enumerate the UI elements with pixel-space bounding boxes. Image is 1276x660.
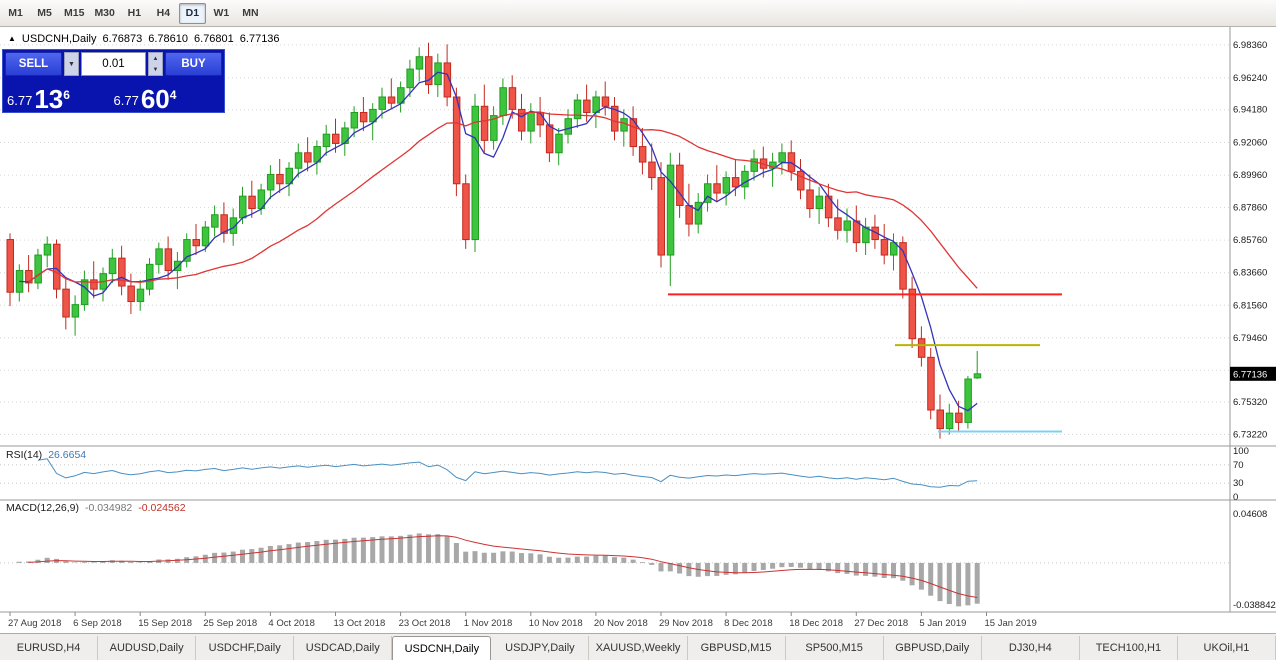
tab-ukoil-h1[interactable]: UKOil,H1	[1178, 636, 1276, 660]
svg-text:6.85760: 6.85760	[1233, 235, 1267, 246]
svg-text:-0.038842: -0.038842	[1233, 600, 1276, 611]
svg-text:6.94180: 6.94180	[1233, 105, 1267, 116]
one-click-trade-panel: SELL ▼ 0.01 ▲ ▼ BUY 6.77 13 6 6.77 60 4	[2, 49, 225, 113]
svg-text:27 Dec 2018: 27 Dec 2018	[854, 618, 908, 629]
macd-label: MACD(12,26,9)	[6, 502, 79, 514]
rsi-label: RSI(14)	[6, 449, 43, 461]
timeframe-button-h1[interactable]: H1	[127, 7, 142, 19]
svg-text:6.92060: 6.92060	[1233, 138, 1267, 149]
svg-text:13 Oct 2018: 13 Oct 2018	[334, 618, 386, 629]
buy-price[interactable]: 6.77 60 4	[113, 83, 221, 114]
tab-usdchf-daily[interactable]: USDCHF,Daily	[196, 636, 295, 660]
svg-text:18 Dec 2018: 18 Dec 2018	[789, 618, 843, 629]
buy-price-base: 6.77	[113, 93, 139, 108]
ohlc-high: 6.78610	[148, 33, 189, 45]
tab-tech100-h1[interactable]: TECH100,H1	[1080, 636, 1178, 660]
svg-text:10 Nov 2018: 10 Nov 2018	[529, 618, 583, 629]
chevron-down-icon: ▼	[68, 60, 75, 68]
sell-price-pip: 6	[63, 87, 70, 102]
tab-usdcad-daily[interactable]: USDCAD,Daily	[294, 636, 393, 660]
lot-dropdown-button[interactable]: ▼	[64, 52, 79, 76]
spin-up-icon[interactable]: ▲	[152, 55, 159, 62]
svg-text:27 Aug 2018: 27 Aug 2018	[8, 618, 61, 629]
timeframe-button-m30[interactable]: M30	[94, 7, 115, 19]
lot-stepper[interactable]: ▲ ▼	[148, 52, 163, 76]
macd-value-main: -0.034982	[84, 502, 133, 514]
rsi-header: RSI(14) 26.6654	[6, 449, 86, 461]
lot-size-input[interactable]: 0.01	[81, 52, 146, 76]
buy-price-pip: 4	[169, 87, 177, 102]
svg-text:15 Jan 2019: 15 Jan 2019	[985, 618, 1037, 629]
svg-text:6.77136: 6.77136	[1233, 369, 1267, 380]
chart-canvas[interactable]: 6.98360 6.96240 6.94180 6.92060 6.89960 6.878…	[0, 27, 1276, 633]
tab-xauusd-weekly[interactable]: XAUUSD,Weekly	[589, 636, 688, 660]
timeframe-button-mn[interactable]: MN	[242, 7, 259, 19]
tab-sp500-m15[interactable]: SP500,M15	[786, 636, 884, 660]
rsi-value: 26.6654	[48, 449, 87, 461]
sell-price[interactable]: 6.77 13 6	[7, 83, 114, 114]
timeframe-button-m1[interactable]: M1	[8, 7, 23, 19]
svg-text:20 Nov 2018: 20 Nov 2018	[594, 618, 648, 629]
buy-button[interactable]: BUY	[165, 52, 222, 76]
svg-text:1 Nov 2018: 1 Nov 2018	[464, 618, 513, 629]
svg-text:5 Jan 2019: 5 Jan 2019	[919, 618, 966, 629]
svg-text:29 Nov 2018: 29 Nov 2018	[659, 618, 713, 629]
sell-button[interactable]: SELL	[5, 52, 62, 76]
macd-value-signal: -0.024562	[138, 502, 186, 514]
tab-dj30-h4[interactable]: DJ30,H4	[982, 636, 1080, 660]
svg-text:70: 70	[1233, 460, 1244, 471]
timeframe-button-m5[interactable]: M5	[37, 7, 52, 19]
timeframe-button-w1[interactable]: W1	[213, 7, 230, 19]
sell-price-base: 6.77	[7, 93, 33, 108]
chart-tabbar: EURUSD,H4 AUDUSD,Daily USDCHF,Daily USDC…	[0, 633, 1276, 660]
timeframe-toolbar: M1 M5 M15 M30 H1 H4 D1 W1 MN	[0, 0, 1276, 27]
macd-header: MACD(12,26,9) -0.034982 -0.024562	[6, 502, 186, 514]
spin-down-icon[interactable]: ▼	[152, 66, 159, 73]
svg-text:25 Sep 2018: 25 Sep 2018	[203, 618, 257, 629]
svg-text:6.83660: 6.83660	[1233, 268, 1267, 279]
svg-text:6.75320: 6.75320	[1233, 397, 1267, 408]
svg-text:4 Oct 2018: 4 Oct 2018	[268, 618, 314, 629]
ohlc-close: 6.77136	[239, 33, 280, 45]
tab-usdjpy-daily[interactable]: USDJPY,Daily	[491, 636, 590, 660]
chart-ohlc-header: ▲ USDCNH,Daily 6.76873 6.78610 6.76801 6…	[8, 33, 280, 45]
chart-symbol-title: USDCNH,Daily	[21, 33, 97, 45]
svg-text:6.89960: 6.89960	[1233, 170, 1267, 181]
ohlc-open: 6.76873	[102, 33, 143, 45]
symbol-marker-icon: ▲	[8, 34, 16, 43]
tab-usdcnh-daily[interactable]: USDCNH,Daily	[392, 636, 492, 660]
timeframe-button-d1[interactable]: D1	[178, 2, 206, 24]
timeframe-button-h4[interactable]: H4	[156, 7, 171, 19]
tab-gbpusd-m15[interactable]: GBPUSD,M15	[688, 636, 786, 660]
svg-text:23 Oct 2018: 23 Oct 2018	[399, 618, 451, 629]
svg-text:6.96240: 6.96240	[1233, 73, 1267, 84]
tab-eurusd-h4[interactable]: EURUSD,H4	[0, 636, 99, 660]
svg-text:15 Sep 2018: 15 Sep 2018	[138, 618, 192, 629]
tab-audusd-daily[interactable]: AUDUSD,Daily	[98, 636, 197, 660]
svg-text:30: 30	[1233, 478, 1244, 489]
svg-text:8 Dec 2018: 8 Dec 2018	[724, 618, 773, 629]
svg-text:0.04608: 0.04608	[1233, 509, 1267, 520]
svg-text:6.79460: 6.79460	[1233, 333, 1267, 344]
svg-text:100: 100	[1233, 446, 1249, 457]
buy-price-big: 60	[140, 83, 170, 114]
sell-price-big: 13	[34, 83, 64, 114]
svg-text:6.73220: 6.73220	[1233, 429, 1267, 440]
svg-text:6.98360: 6.98360	[1233, 40, 1267, 51]
tab-gbpusd-daily[interactable]: GBPUSD,Daily	[884, 636, 982, 660]
ohlc-low: 6.76801	[194, 33, 234, 45]
svg-text:6.81560: 6.81560	[1233, 300, 1267, 311]
svg-text:6 Sep 2018: 6 Sep 2018	[73, 618, 122, 629]
svg-text:6.87860: 6.87860	[1233, 203, 1267, 214]
svg-text:0: 0	[1233, 492, 1238, 503]
timeframe-button-m15[interactable]: M15	[64, 7, 85, 19]
